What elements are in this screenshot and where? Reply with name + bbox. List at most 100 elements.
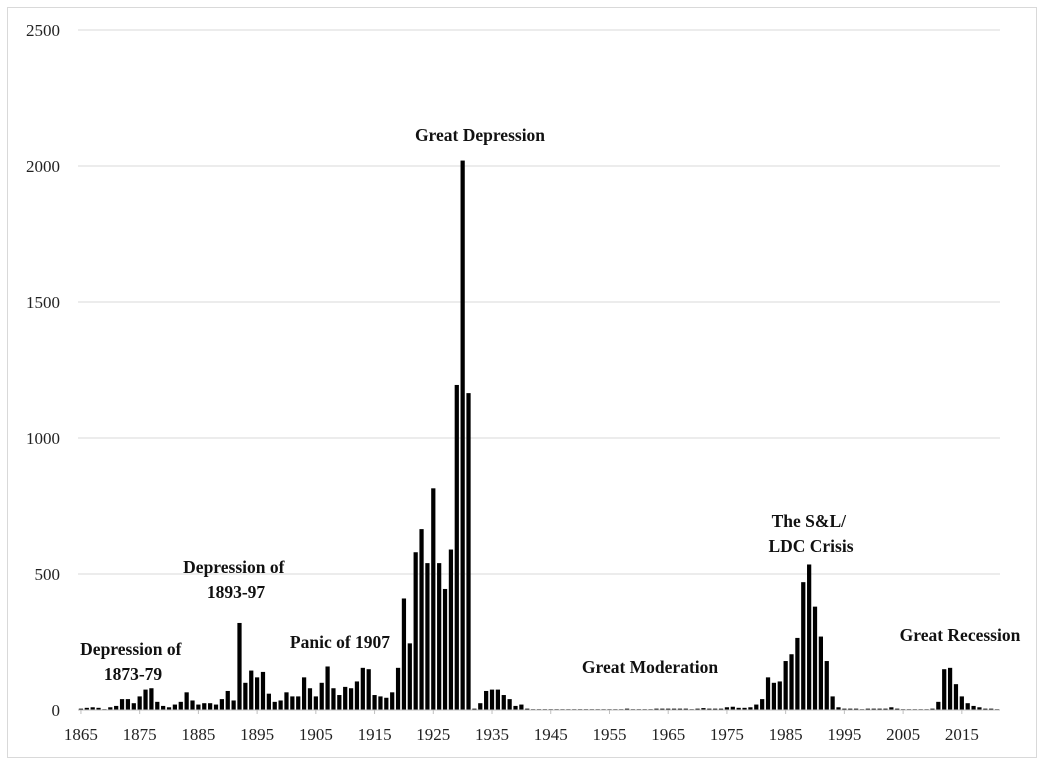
bar-1929 (454, 384, 459, 710)
bar-1896 (260, 671, 266, 710)
bar-1973 (713, 708, 718, 710)
bar-1875 (137, 696, 142, 710)
y-tick-label: 1500 (26, 293, 60, 312)
x-tick-label: 1945 (534, 725, 568, 744)
bar-1902 (296, 696, 301, 710)
bar-1990 (812, 606, 818, 710)
bar-1906 (319, 682, 324, 710)
x-tick-label: 1885 (181, 725, 215, 744)
bar-1913 (360, 667, 365, 710)
bar-1993 (830, 696, 835, 710)
bar-1916 (378, 696, 383, 710)
bar-1994 (836, 707, 841, 710)
bar-1987 (795, 637, 800, 710)
bar-1867 (90, 707, 95, 710)
annotation-sl-ldc-crisis: The S&L/ LDC Crisis (768, 511, 853, 556)
bar-1995 (842, 708, 847, 710)
bar-1882 (178, 701, 183, 710)
y-tick-label: 2500 (26, 21, 60, 40)
bar-1937 (501, 695, 506, 710)
bar-1923 (419, 529, 424, 710)
bar-1974 (718, 708, 724, 710)
bar-1933 (478, 703, 483, 710)
bar-1938 (507, 699, 512, 710)
bar-1903 (301, 677, 307, 710)
gridlines (78, 29, 1000, 575)
bar-1996 (848, 708, 853, 710)
bar-1932 (472, 708, 477, 710)
bar-1868 (96, 707, 101, 710)
bar-1880 (166, 707, 172, 710)
annotation-great-moderation: Great Moderation (582, 657, 719, 677)
bar-1887 (208, 703, 213, 710)
bar-1970 (695, 708, 700, 710)
bar-1877 (149, 688, 154, 710)
x-tick-label: 1905 (299, 725, 333, 744)
bar-1912 (354, 681, 360, 710)
bar-1989 (807, 564, 812, 710)
bar-2014 (953, 684, 959, 710)
bar-1978 (742, 707, 747, 710)
y-tick-label: 500 (35, 565, 61, 584)
x-tick-label: 1915 (358, 725, 392, 744)
bar-1904 (307, 688, 313, 710)
bar-1917 (384, 697, 389, 710)
bar-1985 (783, 661, 788, 710)
bar-1879 (161, 705, 166, 710)
bar-1963 (654, 708, 659, 710)
bar-1971 (701, 708, 706, 710)
bar-1911 (348, 688, 354, 710)
bar-1968 (683, 708, 688, 710)
bar-2017 (971, 705, 976, 710)
bar-2020 (989, 708, 994, 710)
x-tick-label: 1975 (710, 725, 744, 744)
bar-2018 (977, 707, 982, 710)
bar-2004 (895, 708, 900, 710)
bar-1885 (196, 704, 201, 710)
bar-1910 (343, 686, 348, 710)
bar-1977 (736, 707, 741, 710)
bar-1964 (660, 708, 665, 710)
y-tick-label: 1000 (26, 429, 60, 448)
x-tick-label: 1925 (416, 725, 450, 744)
x-tick-label: 1895 (240, 725, 274, 744)
annotation-panic-1907: Panic of 1907 (290, 632, 390, 652)
bar-1909 (337, 695, 342, 710)
annotation-depression-1873: Depression of 1873-79 (80, 639, 186, 684)
bar-1980 (754, 704, 759, 710)
bar-1939 (513, 705, 518, 710)
x-tick-label: 1865 (64, 725, 98, 744)
bar-1907 (325, 666, 330, 710)
bar-2016 (965, 703, 970, 710)
bar-1905 (313, 696, 318, 710)
bar-1873 (125, 699, 131, 710)
bar-1886 (202, 703, 207, 710)
bar-1934 (484, 690, 489, 710)
bar-1941 (525, 708, 530, 710)
bar-1981 (760, 699, 765, 710)
bar-1924 (425, 563, 430, 710)
bar-2011 (936, 701, 941, 710)
chart-frame (7, 7, 1037, 758)
annotations: Depression of 1873-79 Depression of 1893… (80, 125, 1020, 684)
bar-1919 (395, 667, 401, 710)
bar-1901 (290, 696, 295, 710)
bar-1940 (519, 704, 524, 710)
x-tick-label: 1935 (475, 725, 509, 744)
bar-1999 (865, 708, 870, 710)
bar-1928 (448, 549, 454, 710)
annotation-great-recession: Great Recession (900, 625, 1021, 645)
bar-1870 (108, 707, 113, 710)
bar-1898 (272, 701, 277, 710)
x-tick-label: 1985 (769, 725, 803, 744)
bar-2002 (883, 708, 888, 710)
bar-1874 (131, 703, 136, 710)
bar-1866 (84, 707, 89, 710)
bar-1967 (677, 708, 683, 710)
bar-1900 (284, 692, 289, 710)
x-axis-ticks: 1865 1875 1885 1895 1905 1915 1925 1935 1945 1955… (64, 710, 979, 744)
bar-1966 (671, 708, 677, 710)
bar-1871 (114, 705, 119, 710)
bar-1888 (213, 704, 219, 710)
bar-1921 (407, 643, 412, 710)
